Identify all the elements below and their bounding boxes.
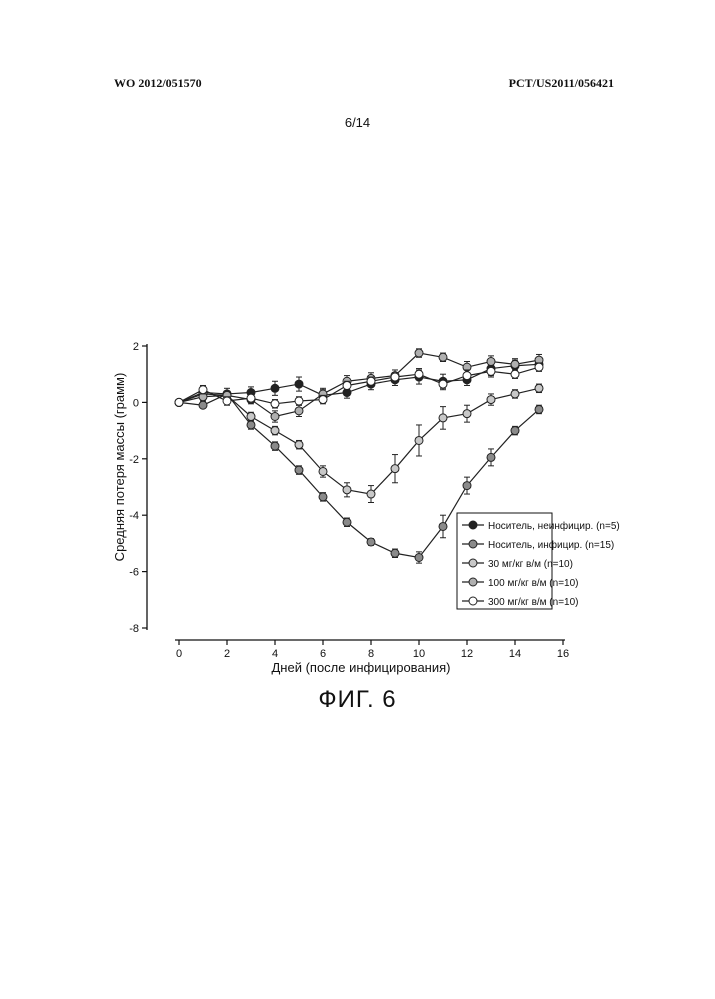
data-point bbox=[247, 421, 255, 429]
data-point bbox=[247, 413, 255, 421]
x-tick-label: 8 bbox=[368, 648, 374, 660]
y-axis-label: Средняя потеря массы (грамм) bbox=[112, 373, 127, 562]
data-point bbox=[199, 401, 207, 409]
x-tick-label: 4 bbox=[272, 648, 278, 660]
data-point bbox=[511, 390, 519, 398]
x-tick-label: 10 bbox=[413, 648, 425, 660]
x-tick-label: 14 bbox=[509, 648, 521, 660]
data-point bbox=[391, 549, 399, 557]
data-point bbox=[271, 442, 279, 450]
data-point bbox=[319, 493, 327, 501]
data-point bbox=[439, 353, 447, 361]
series-4 bbox=[175, 349, 543, 422]
x-tick-label: 0 bbox=[176, 648, 182, 660]
data-point bbox=[271, 384, 279, 392]
legend-label: 30 мг/кг в/м (n=10) bbox=[488, 559, 573, 570]
data-point bbox=[511, 370, 519, 378]
data-point bbox=[487, 453, 495, 461]
y-tick-label: -8 bbox=[129, 623, 139, 635]
data-point bbox=[535, 405, 543, 413]
data-point bbox=[463, 410, 471, 418]
data-point bbox=[367, 538, 375, 546]
y-tick-label: -4 bbox=[129, 510, 139, 522]
data-point bbox=[247, 394, 255, 402]
data-point bbox=[463, 372, 471, 380]
legend: Носитель, неинфицир. (n=5) Носитель, инфи… bbox=[457, 513, 620, 609]
series-line bbox=[179, 367, 539, 404]
figure-caption: ФИГ. 6 bbox=[0, 686, 715, 714]
series-line bbox=[179, 388, 539, 494]
data-point bbox=[535, 363, 543, 371]
y-tick-label: 0 bbox=[133, 397, 139, 409]
legend-marker bbox=[469, 521, 477, 529]
data-point bbox=[511, 360, 519, 368]
x-tick-label: 6 bbox=[320, 648, 326, 660]
y-tick-label: -2 bbox=[129, 454, 139, 466]
data-point bbox=[343, 486, 351, 494]
data-point bbox=[535, 384, 543, 392]
x-tick-label: 2 bbox=[224, 648, 230, 660]
data-point bbox=[295, 407, 303, 415]
data-point bbox=[487, 396, 495, 404]
data-point bbox=[295, 380, 303, 388]
legend-label: 100 мг/кг в/м (n=10) bbox=[488, 578, 579, 589]
data-point bbox=[391, 373, 399, 381]
data-point bbox=[415, 436, 423, 444]
data-point bbox=[391, 465, 399, 473]
data-point bbox=[511, 427, 519, 435]
data-point bbox=[367, 490, 375, 498]
series-line bbox=[179, 353, 539, 416]
data-point bbox=[295, 441, 303, 449]
legend-label: Носитель, неинфицир. (n=5) bbox=[488, 520, 620, 532]
legend-label: 300 мг/кг в/м (n=10) bbox=[488, 597, 579, 608]
data-point bbox=[295, 466, 303, 474]
data-point bbox=[223, 397, 231, 405]
data-point bbox=[175, 398, 183, 406]
x-axis-label: Дней (после инфицирования) bbox=[272, 660, 451, 675]
data-point bbox=[415, 370, 423, 378]
data-point bbox=[439, 414, 447, 422]
data-point bbox=[487, 367, 495, 375]
data-point bbox=[319, 467, 327, 475]
data-point bbox=[199, 386, 207, 394]
y-tick-label: -6 bbox=[129, 567, 139, 579]
legend-label: Носитель, инфицир. (n=15) bbox=[488, 539, 614, 551]
data-point bbox=[439, 522, 447, 530]
legend-marker bbox=[469, 559, 477, 567]
data-point bbox=[415, 554, 423, 562]
data-point bbox=[343, 381, 351, 389]
data-point bbox=[271, 413, 279, 421]
data-point bbox=[295, 397, 303, 405]
x-tick-label: 16 bbox=[557, 648, 569, 660]
data-point bbox=[343, 518, 351, 526]
data-point bbox=[415, 349, 423, 357]
legend-marker bbox=[469, 578, 477, 586]
data-point bbox=[319, 396, 327, 404]
legend-marker bbox=[469, 597, 477, 605]
data-point bbox=[487, 358, 495, 366]
data-point bbox=[463, 482, 471, 490]
legend-marker bbox=[469, 540, 477, 548]
x-tick-label: 12 bbox=[461, 648, 473, 660]
data-point bbox=[271, 427, 279, 435]
y-tick-label: 2 bbox=[133, 341, 139, 353]
data-point bbox=[439, 380, 447, 388]
data-point bbox=[367, 377, 375, 385]
data-point bbox=[271, 400, 279, 408]
